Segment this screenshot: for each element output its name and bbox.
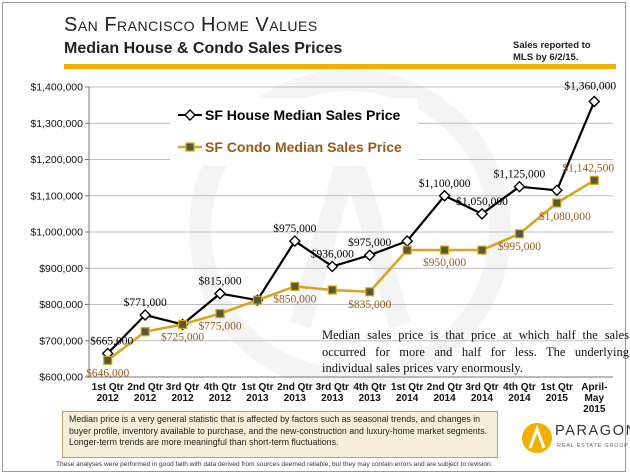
house-point — [326, 260, 339, 273]
chart-subtitle: Median House & Condo Sales Prices — [64, 40, 343, 57]
x-tick-label: 1st Qtr 2014 — [391, 382, 423, 404]
house-point — [513, 180, 526, 193]
condo-point — [365, 287, 375, 297]
house-point — [438, 189, 451, 202]
house-series-line — [106, 101, 596, 355]
condo-data-label: $835,000 — [348, 298, 391, 311]
condo-point — [477, 245, 487, 255]
footnote-box: Median price is a very general statistic… — [62, 411, 498, 458]
condo-data-label: $725,000 — [161, 330, 204, 343]
logo-a-icon — [528, 424, 546, 449]
reported-note: Sales reported to MLS by 6/2/15. — [513, 40, 591, 63]
house-point — [550, 184, 563, 197]
median-explanation: Median sales price is that price at whic… — [322, 328, 629, 375]
condo-point — [215, 308, 225, 319]
y-tick-label: $1,000,000 — [30, 227, 83, 239]
condo-point — [552, 198, 562, 208]
x-tick-label: April-May 2015 — [581, 382, 607, 415]
condo-point — [140, 327, 150, 337]
legend-square-icon — [185, 142, 195, 152]
title-underline — [64, 64, 616, 69]
house-data-label: $815,000 — [198, 275, 241, 288]
legend-label: SF House Median Sales Price — [205, 107, 401, 123]
logo-tagline: REAL ESTATE GROUP — [557, 443, 629, 449]
y-tick-label: $1,100,000 — [30, 190, 83, 202]
house-data-label: $975,000 — [348, 236, 391, 249]
legend: SF House Median Sales Price SF Condo Medi… — [170, 98, 418, 166]
logo-name: PARAGON — [555, 423, 630, 439]
condo-point — [290, 281, 300, 291]
x-tick-label: 3rd Qtr 2012 — [166, 382, 199, 404]
x-tick-label: 4th Qtr 2012 — [204, 382, 237, 404]
condo-point — [252, 295, 263, 305]
condo-data-label: $995,000 — [498, 240, 541, 253]
x-tick-label: 2nd Qtr 2014 — [427, 382, 463, 404]
x-tick-label: 3rd Qtr 2014 — [465, 382, 498, 404]
chart-title: San Francisco Home Values — [64, 14, 318, 36]
house-point — [476, 207, 488, 220]
condo-data-label: $950,000 — [423, 256, 466, 269]
condo-point — [589, 175, 599, 185]
y-tick-label: $900,000 — [39, 263, 83, 275]
axes — [88, 87, 613, 378]
disclaimer: These analyses were performed in good fa… — [56, 461, 493, 468]
house-point — [139, 309, 152, 322]
logo-mark-icon — [522, 423, 552, 453]
x-tick-label: 1st Qtr 2013 — [241, 382, 273, 404]
legend-background — [170, 98, 418, 166]
y-tick-label: $1,300,000 — [30, 118, 83, 130]
y-axis-ticks: $600,000 $700,000 $800,000 $900,000 $1,000,0… — [30, 82, 89, 384]
legend-label: SF Condo Median Sales Price — [205, 139, 402, 155]
legend-diamond-icon — [184, 109, 196, 121]
house-data-label: $1,125,000 — [494, 168, 546, 181]
condo-point — [402, 245, 412, 255]
x-tick-label: 2nd Qtr 2013 — [277, 382, 313, 404]
y-tick-label: $1,200,000 — [30, 154, 83, 166]
house-data-label: $665,000 — [90, 334, 133, 347]
house-data-label: $1,050,000 — [456, 195, 508, 208]
condo-point — [103, 355, 113, 365]
x-tick-label: 3rd Qtr 2013 — [316, 382, 349, 404]
house-data-label: $1,360,000 — [564, 80, 616, 93]
x-tick-label: 1st Qtr 2012 — [92, 382, 124, 404]
condo-data-label: $775,000 — [198, 320, 241, 333]
y-tick-label: $700,000 — [39, 335, 83, 347]
house-data-label: $771,000 — [124, 296, 167, 309]
condo-point — [327, 285, 337, 295]
condo-data-label: $850,000 — [273, 292, 316, 305]
x-tick-label: 4th Qtr 2014 — [503, 382, 536, 404]
x-tick-label: 4th Qtr 2013 — [353, 382, 386, 404]
y-tick-label: $800,000 — [39, 299, 83, 311]
condo-point — [439, 245, 450, 255]
condo-data-label: $1,142,500 — [562, 161, 614, 174]
house-data-label: $1,100,000 — [419, 177, 471, 190]
house-data-label: $936,000 — [311, 247, 354, 260]
paragon-logo: PARAGON REAL ESTATE GROUP — [522, 420, 630, 460]
condo-point — [177, 319, 188, 330]
series-group — [101, 95, 601, 365]
x-tick-label: 1st Qtr 2015 — [541, 382, 573, 404]
condo-point — [514, 229, 525, 239]
condo-data-label: $1,080,000 — [539, 210, 591, 223]
footnote-text: Median price is a very general statistic… — [69, 414, 488, 448]
house-point — [363, 249, 376, 262]
data-labels: $665,000$771,000$815,000$975,000$936,000… — [86, 80, 616, 380]
house-point — [588, 95, 601, 108]
x-tick-label: 2nd Qtr 2012 — [127, 382, 163, 404]
condo-series-line — [106, 179, 595, 362]
house-point — [214, 287, 226, 300]
house-point — [288, 235, 301, 248]
y-tick-label: $1,400,000 — [30, 82, 83, 94]
house-data-label: $975,000 — [273, 222, 316, 235]
y-tick-label: $600,000 — [39, 372, 83, 384]
condo-data-label: $646,000 — [86, 366, 129, 379]
